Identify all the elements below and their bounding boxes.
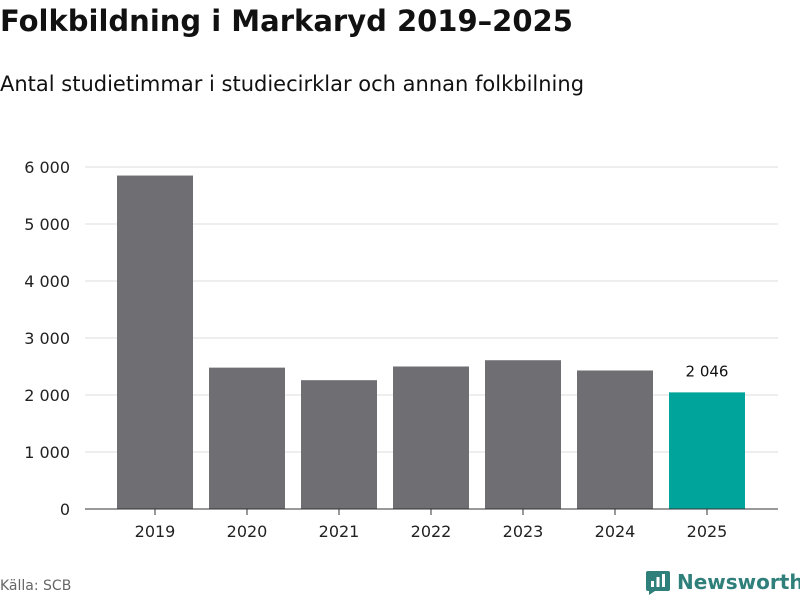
y-tick-label: 6 000 — [24, 158, 70, 177]
brand-logo: Newsworthy — [645, 569, 800, 595]
data-labels: 2 046 — [686, 362, 729, 380]
bar-2022 — [393, 366, 469, 509]
bar-2019 — [117, 175, 193, 510]
y-tick-label: 5 000 — [24, 215, 70, 234]
y-tick-label: 0 — [60, 500, 70, 519]
x-tick-label: 2021 — [319, 522, 360, 541]
newsworthy-logo-icon — [646, 571, 670, 595]
bar-2021 — [301, 380, 377, 509]
x-tick-label: 2019 — [135, 522, 176, 541]
x-tick-label: 2023 — [503, 522, 544, 541]
chart-title: Folkbildning i Markaryd 2019–2025 — [0, 4, 573, 38]
y-tick-label: 2 000 — [24, 386, 70, 405]
x-tick-label: 2025 — [687, 522, 728, 541]
x-axis-ticks: 2019 2020 2021 2022 2023 2024 2025 — [135, 509, 728, 541]
x-tick-label: 2022 — [411, 522, 452, 541]
y-tick-label: 1 000 — [24, 443, 70, 462]
bar-2024 — [577, 370, 653, 509]
x-tick-label: 2020 — [227, 522, 268, 541]
brand-name: Newsworthy — [677, 570, 800, 594]
x-tick-label: 2024 — [595, 522, 636, 541]
bars — [117, 175, 745, 510]
y-tick-label: 3 000 — [24, 329, 70, 348]
y-tick-label: 4 000 — [24, 272, 70, 291]
y-axis-ticks: 0 1 000 2 000 3 000 4 000 5 000 6 000 — [24, 158, 70, 519]
data-label-highlight: 2 046 — [686, 362, 729, 380]
chart-subtitle: Antal studietimmar i studiecirklar och a… — [0, 72, 585, 96]
bar-2023 — [485, 360, 561, 509]
bar-2025 — [669, 392, 745, 509]
source-note: Källa: SCB — [0, 578, 72, 594]
bar-2020 — [209, 367, 285, 509]
